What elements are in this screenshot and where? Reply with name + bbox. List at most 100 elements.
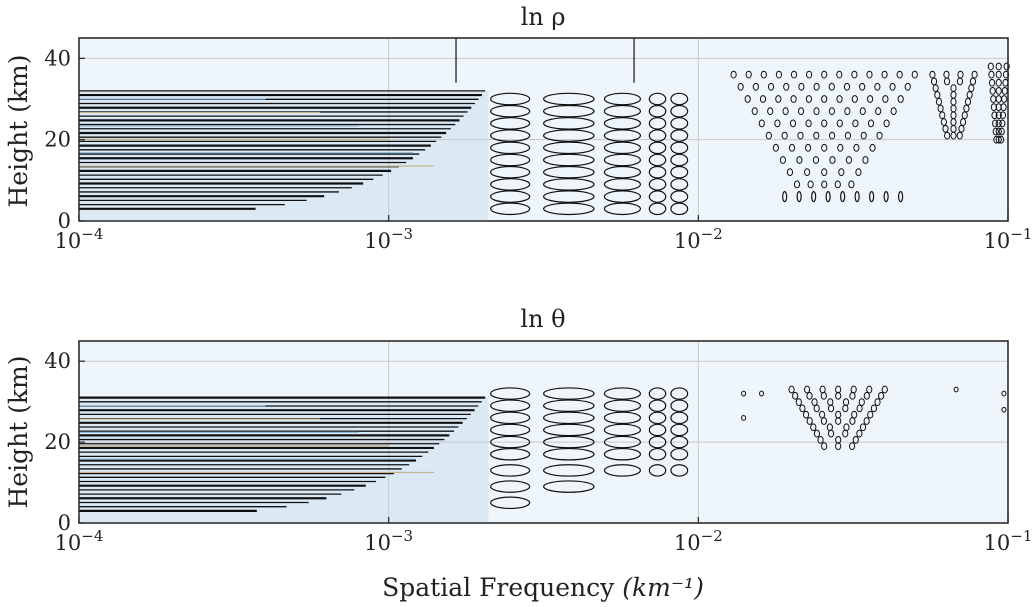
- contour-dot: [835, 442, 842, 451]
- y-axis-label: Height (km): [4, 54, 33, 207]
- contour-oval: [670, 202, 689, 216]
- contour-dot: [782, 191, 788, 203]
- contour-dot: [859, 423, 867, 432]
- x-tick-labels: 10−4 10−3 10−2 10−1: [55, 215, 1032, 253]
- contour-oval: [490, 464, 531, 477]
- contour-dot: [890, 107, 897, 116]
- contour-dot: [878, 391, 885, 400]
- contour-oval: [603, 387, 642, 400]
- contour-dot: [896, 70, 903, 79]
- contour-dot: [835, 417, 842, 425]
- contour-dot: [897, 95, 904, 103]
- y-tick-label: 20: [44, 128, 71, 152]
- contour-dot: [821, 180, 828, 189]
- x-tick-exponent: −4: [81, 527, 103, 545]
- contour-dot: [869, 143, 876, 152]
- contour-oval: [543, 190, 595, 203]
- contour-dot: [883, 191, 889, 203]
- contour-dot: [995, 70, 1002, 79]
- contour-oval: [490, 178, 531, 191]
- contour-dot: [786, 168, 794, 177]
- contour-dot: [995, 86, 1002, 95]
- contour-oval: [490, 496, 531, 510]
- contour-dot: [799, 404, 806, 413]
- contour-dot: [835, 391, 842, 400]
- contour-oval: [648, 178, 667, 191]
- contour-dot: [821, 442, 828, 451]
- contour-dot: [829, 156, 836, 164]
- contour-mark: [741, 414, 747, 421]
- contour-dot: [835, 410, 842, 419]
- x-tick-exponent: −2: [701, 527, 723, 545]
- contour-dot: [867, 410, 874, 419]
- contour-dot: [796, 156, 803, 164]
- contour-oval: [648, 117, 667, 130]
- contour-dot: [759, 95, 767, 103]
- contour-mark: [1001, 406, 1007, 413]
- contour-dot: [842, 429, 849, 438]
- contour-oval: [670, 117, 689, 130]
- contour-dot: [866, 385, 873, 394]
- contour-dot: [744, 95, 751, 103]
- contour-dot: [827, 429, 835, 438]
- contour-mark: [759, 390, 765, 397]
- contour-dot: [874, 82, 881, 91]
- contour-oval: [603, 117, 642, 130]
- contour-oval: [543, 202, 595, 216]
- contour-dot: [866, 70, 873, 79]
- contour-dot: [842, 404, 849, 413]
- x-axis-label-text: Spatial Frequency: [382, 573, 615, 602]
- contour-dot: [737, 82, 744, 91]
- contour-oval: [670, 190, 689, 203]
- contour-dot: [760, 70, 767, 79]
- y-tick-label: 40: [44, 349, 71, 373]
- y-tick-labels: 0 20 40: [44, 349, 85, 535]
- contour-dot: [995, 62, 1002, 71]
- contour-oval: [543, 399, 595, 412]
- y-tick-label: 20: [44, 430, 71, 454]
- contour-dot: [859, 107, 866, 116]
- contour-dot: [781, 131, 788, 140]
- contour-oval: [490, 480, 531, 493]
- x-axis-label: Spatial Frequency (km⁻¹): [382, 573, 704, 602]
- contour-oval: [670, 153, 689, 167]
- y-tick-labels: 0 20 40: [44, 46, 85, 233]
- contour-dot: [825, 191, 831, 203]
- contour-dot: [813, 131, 820, 140]
- contour-dot: [803, 168, 811, 177]
- contour-oval: [648, 141, 667, 155]
- contour-oval: [603, 202, 642, 216]
- y-axis-label: Height (km): [4, 355, 33, 508]
- contour-dot: [813, 404, 820, 413]
- contour-dot: [745, 70, 752, 79]
- contour-dot: [775, 95, 782, 103]
- contour-oval: [603, 153, 642, 167]
- contour-oval: [648, 165, 667, 179]
- x-tick-exponent: −2: [701, 225, 723, 243]
- contour-oval: [490, 129, 531, 142]
- x-tick-exponent: −4: [81, 225, 103, 243]
- color-band: [79, 90, 489, 221]
- contour-oval: [490, 435, 531, 449]
- contour-oval: [603, 104, 642, 118]
- contour-dot: [804, 143, 812, 152]
- x-tick-base: 10: [984, 229, 1011, 253]
- contour-dot: [845, 156, 853, 164]
- contour-dot: [898, 191, 904, 203]
- contour-oval: [648, 153, 667, 167]
- x-axis-label-unit: (km⁻¹): [622, 573, 704, 602]
- contour-dot: [860, 131, 867, 140]
- contour-mark: [741, 390, 747, 397]
- contour-dot: [844, 131, 852, 140]
- contour-oval: [603, 178, 642, 191]
- contour-oval: [490, 202, 531, 216]
- contour-oval: [490, 104, 531, 118]
- contour-dot: [806, 391, 813, 400]
- contour-dot: [792, 391, 799, 400]
- contour-dot: [876, 131, 883, 140]
- contour-dot: [797, 131, 804, 140]
- panel-title: ln ρ: [521, 3, 566, 31]
- contour-dot: [835, 435, 842, 444]
- contour-dot: [795, 398, 802, 407]
